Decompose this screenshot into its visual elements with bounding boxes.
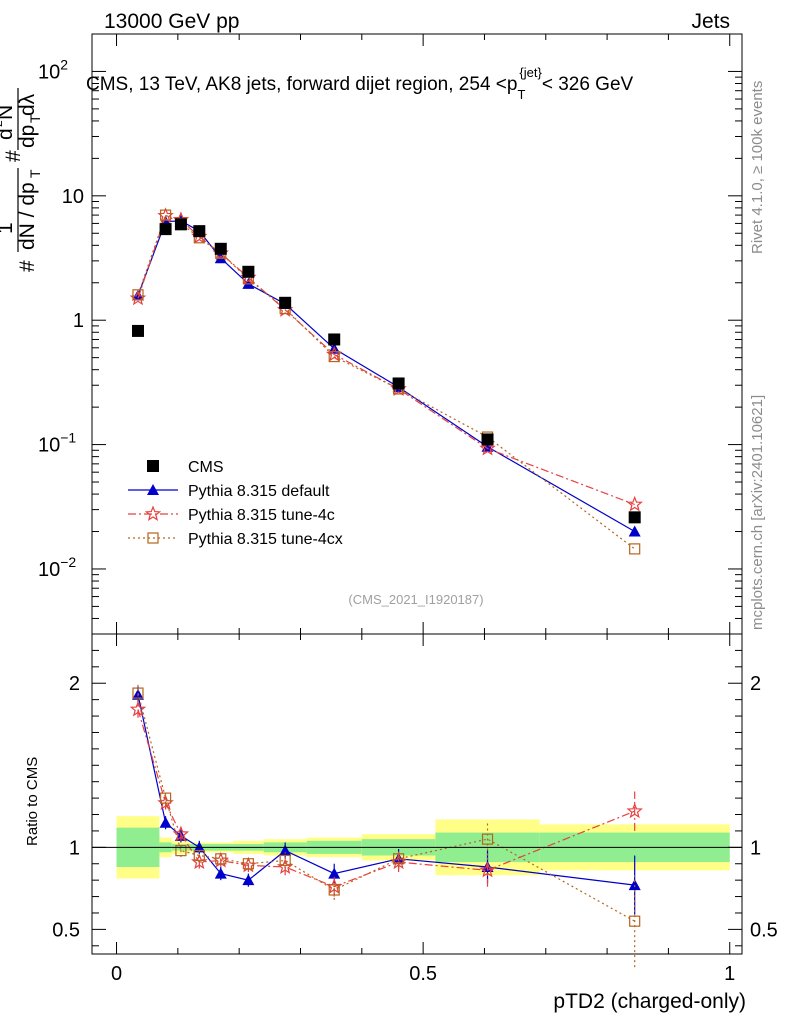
ratio-point-pythia-8-315-tune-4cx xyxy=(175,845,187,857)
ratio-tick-label-right: 1 xyxy=(750,837,761,859)
svg-text:1: 1 xyxy=(0,222,17,234)
ratio-point-pythia-8-315-tune-4cx xyxy=(279,854,291,867)
energy-label: 13000 GeV pp xyxy=(104,10,239,33)
cms-data-point xyxy=(214,242,227,255)
svg-text:dN / dp: dN / dp xyxy=(16,182,39,250)
y-tick-label: 102 xyxy=(38,56,68,83)
svg-text:2: 2 xyxy=(0,120,5,127)
y-axis-label: # dN / dp T 1 # dp T dλ d 2 N xyxy=(0,88,43,272)
ratio-point-pythia-8-315-tune-4cx xyxy=(393,853,405,865)
ratio-tick-label: 0.5 xyxy=(52,919,80,941)
series-point-pythia-8-315-tune-4cx xyxy=(328,350,340,363)
plot-title: CMS, 13 TeV, AK8 jets, forward dijet reg… xyxy=(86,65,634,102)
ratio-tick-label: 1 xyxy=(69,837,80,859)
series-point-pythia-8-315-tune-4c xyxy=(479,439,496,456)
ratio-point-pythia-8-315-tune-4c xyxy=(479,861,496,878)
ratio-point-pythia-8-315-default xyxy=(159,816,172,828)
cms-data-point xyxy=(174,218,187,231)
ratio-series-layer xyxy=(129,684,643,968)
svg-text:dp: dp xyxy=(16,125,39,148)
ratio-tick-label-right: 2 xyxy=(750,673,761,695)
svg-text:d: d xyxy=(0,128,17,140)
series-point-pythia-8-315-default xyxy=(131,289,144,301)
ratio-point-pythia-8-315-default xyxy=(279,844,292,856)
mcplots-label: mcplots.cern.ch [arXiv:2401.10621] xyxy=(749,395,766,630)
ratio-point-pythia-8-315-tune-4cx xyxy=(193,849,205,862)
rivet-version-label: Rivet 4.1.0, ≥ 100k events xyxy=(749,81,766,254)
legend-label: Pythia 8.315 tune-4c xyxy=(188,507,335,524)
y-tick-label: 10−2 xyxy=(38,554,76,581)
x-tick-label: 0 xyxy=(111,963,122,985)
svg-text:N: N xyxy=(0,105,17,120)
legend-marker xyxy=(147,532,159,544)
cms-data-point xyxy=(193,225,206,238)
svg-text:T: T xyxy=(27,114,43,123)
y-tick-label: 10 xyxy=(62,186,84,208)
ratio-point-pythia-8-315-tune-4cx xyxy=(328,884,340,896)
svg-text:#: # xyxy=(16,260,39,272)
cms-data-point xyxy=(392,377,405,390)
ratio-point-pythia-8-315-tune-4c xyxy=(626,802,643,819)
cms-data-point xyxy=(628,511,641,524)
cms-data-point xyxy=(242,265,255,278)
ratio-point-pythia-8-315-tune-4cx xyxy=(159,792,172,804)
y-tick-label: 10−1 xyxy=(38,430,76,457)
ratio-point-pythia-8-315-default xyxy=(328,867,341,879)
series-point-pythia-8-315-default xyxy=(628,525,641,537)
legend-marker xyxy=(144,505,162,522)
ratio-tick-label: 2 xyxy=(69,673,80,695)
x-tick-label: 0.5 xyxy=(409,963,437,985)
series-point-pythia-8-315-tune-4cx xyxy=(132,289,144,301)
ratio-y-axis-label: Ratio to CMS xyxy=(24,757,41,846)
ratio-point-pythia-8-315-default xyxy=(628,879,641,891)
x-axis-label: pTD2 (charged-only) xyxy=(553,990,746,1013)
cms-data-point xyxy=(131,324,144,337)
ratio-point-pythia-8-315-tune-4cx xyxy=(242,858,254,870)
ratio-point-pythia-8-315-tune-4c xyxy=(129,700,147,717)
legend-marker xyxy=(147,460,159,472)
ratio-point-pythia-8-315-tune-4cx xyxy=(132,687,144,699)
legend-label: CMS xyxy=(188,459,224,476)
svg-text:#: # xyxy=(2,150,25,162)
main-series-layer xyxy=(129,207,643,555)
cms-data-point xyxy=(328,333,341,346)
ratio-plot-frame xyxy=(91,633,743,955)
ratio-point-pythia-8-315-tune-4cx xyxy=(215,853,227,865)
svg-text:T: T xyxy=(27,169,43,178)
axes: 0 0.5 1 10−2 10−1 1 10 102 0.5 0.5 1 1 2 2 xyxy=(38,33,778,985)
category-label: Jets xyxy=(691,10,730,33)
legend: CMS Pythia 8.315 default Pythia 8.315 tune… xyxy=(128,459,343,548)
analysis-id-label: (CMS_2021_I1920187) xyxy=(348,592,483,607)
svg-text:dλ: dλ xyxy=(16,93,39,116)
main-data-layer xyxy=(131,218,641,524)
legend-marker xyxy=(147,484,159,495)
series-point-pythia-8-315-tune-4cx xyxy=(159,209,172,221)
ratio-point-pythia-8-315-default xyxy=(242,874,255,886)
ratio-line-pythia-8-315-tune-4cx xyxy=(137,692,635,922)
ratio-point-pythia-8-315-tune-4cx xyxy=(481,833,494,845)
ratio-point-pythia-8-315-tune-4cx xyxy=(629,915,641,927)
series-point-pythia-8-315-tune-4c xyxy=(626,495,643,512)
x-tick-label: 1 xyxy=(724,963,735,985)
legend-label: Pythia 8.315 default xyxy=(188,483,330,500)
ratio-point-pythia-8-315-tune-4c xyxy=(172,825,190,842)
cms-data-point xyxy=(481,433,494,446)
series-point-pythia-8-315-tune-4cx xyxy=(629,543,641,555)
cms-data-point xyxy=(159,223,172,236)
ratio-tick-label-right: 0.5 xyxy=(750,919,778,941)
cms-data-point xyxy=(279,296,292,309)
legend-label: Pythia 8.315 tune-4cx xyxy=(188,531,343,548)
ratio-point-pythia-8-315-default xyxy=(214,867,227,879)
y-tick-label: 1 xyxy=(73,310,84,332)
